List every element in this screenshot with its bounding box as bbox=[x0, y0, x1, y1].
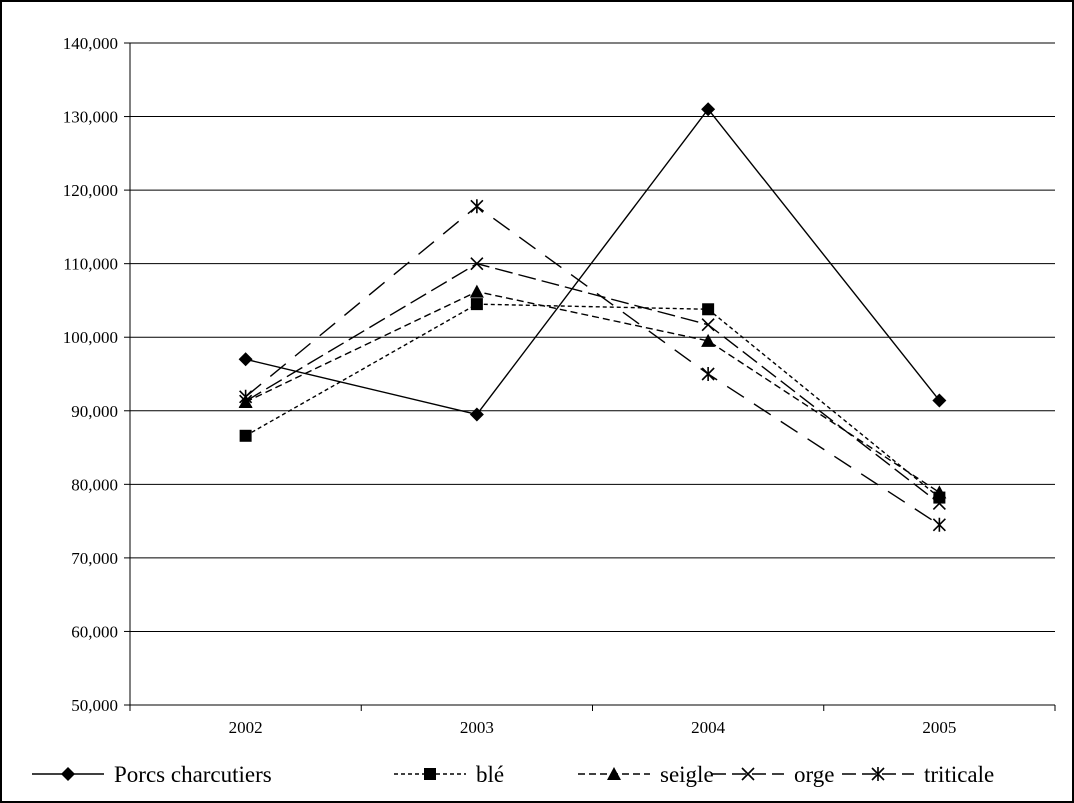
x-tick-label: 2004 bbox=[691, 718, 726, 737]
y-tick-label: 110,000 bbox=[63, 255, 118, 274]
y-axis-ticks: 50,000 60,000 70,000 80,000 90,000 100,000 110… bbox=[63, 34, 130, 715]
y-tick-label: 100,000 bbox=[63, 328, 118, 347]
data-point bbox=[470, 199, 484, 214]
series-line bbox=[245, 262, 940, 505]
series-line bbox=[245, 108, 940, 416]
triangle-marker bbox=[607, 767, 621, 780]
triangle-marker bbox=[932, 485, 947, 499]
diamond-marker bbox=[701, 102, 716, 117]
series-line bbox=[245, 303, 940, 499]
data-point bbox=[701, 102, 716, 117]
legend-entry: orge bbox=[712, 762, 834, 787]
legend-label: triticale bbox=[924, 762, 994, 787]
star-marker bbox=[701, 367, 715, 381]
legend-label: blé bbox=[476, 762, 504, 787]
y-tick-label: 60,000 bbox=[71, 622, 118, 641]
legend-entry: Porcs charcutiers bbox=[32, 762, 272, 787]
legend-label: orge bbox=[794, 762, 834, 787]
triangle-marker bbox=[701, 333, 716, 347]
data-point bbox=[932, 496, 946, 511]
axes bbox=[129, 43, 1055, 706]
legend-entry: blé bbox=[394, 762, 504, 787]
x-tick-label: 2003 bbox=[460, 718, 494, 737]
square-marker bbox=[702, 303, 715, 316]
square-marker bbox=[470, 298, 483, 311]
y-tick-label: 70,000 bbox=[71, 549, 118, 568]
y-tick-label: 120,000 bbox=[63, 181, 118, 200]
legend: Porcs charcutiers blé seigle orge triticale bbox=[32, 762, 994, 787]
series-layer bbox=[238, 102, 947, 532]
series-line bbox=[245, 290, 940, 494]
star-marker bbox=[470, 199, 484, 214]
data-point bbox=[701, 333, 716, 347]
y-tick-label: 130,000 bbox=[63, 108, 118, 127]
square-marker bbox=[424, 768, 436, 780]
legend-marker bbox=[607, 767, 621, 780]
gridlines bbox=[130, 42, 1055, 632]
series-triticale bbox=[239, 199, 946, 532]
y-tick-label: 50,000 bbox=[71, 696, 118, 715]
diamond-marker bbox=[61, 767, 75, 781]
data-point bbox=[469, 284, 484, 298]
data-point bbox=[932, 393, 947, 408]
legend-label: Porcs charcutiers bbox=[114, 762, 272, 787]
data-point bbox=[470, 298, 483, 311]
y-tick-label: 80,000 bbox=[71, 475, 118, 494]
star-marker bbox=[871, 767, 885, 781]
series-line bbox=[245, 205, 940, 526]
data-point bbox=[701, 367, 715, 381]
data-point bbox=[239, 389, 253, 404]
star-marker bbox=[239, 389, 253, 404]
x-marker bbox=[701, 318, 715, 332]
data-point bbox=[470, 257, 484, 271]
x-tick-label: 2005 bbox=[922, 718, 956, 737]
legend-label: seigle bbox=[660, 762, 714, 787]
x-marker bbox=[741, 767, 755, 781]
triangle-marker bbox=[469, 284, 484, 298]
data-point bbox=[932, 485, 947, 499]
data-point bbox=[238, 352, 253, 367]
diamond-marker bbox=[238, 352, 253, 367]
data-point bbox=[932, 517, 946, 532]
x-axis-ticks: 2002 2003 2004 2005 bbox=[129, 705, 1056, 737]
y-tick-label: 140,000 bbox=[63, 34, 118, 53]
legend-marker bbox=[424, 768, 436, 780]
legend-marker bbox=[61, 767, 75, 781]
diamond-marker bbox=[932, 393, 947, 408]
legend-marker bbox=[741, 767, 755, 781]
data-point bbox=[702, 303, 715, 316]
star-marker bbox=[932, 517, 946, 532]
data-point bbox=[701, 318, 715, 332]
x-tick-label: 2002 bbox=[229, 718, 263, 737]
data-point bbox=[469, 407, 484, 422]
x-marker bbox=[932, 496, 946, 511]
legend-entry: triticale bbox=[842, 762, 994, 787]
y-tick-label: 90,000 bbox=[71, 402, 118, 421]
series-orge bbox=[239, 257, 946, 511]
series-bl- bbox=[239, 298, 946, 504]
series-porcs-charcutiers bbox=[238, 102, 947, 422]
legend-entry: seigle bbox=[578, 762, 714, 787]
data-point bbox=[239, 429, 252, 442]
series-seigle bbox=[238, 284, 947, 499]
diamond-marker bbox=[469, 407, 484, 422]
legend-marker bbox=[871, 767, 885, 781]
square-marker bbox=[239, 429, 252, 442]
x-marker bbox=[470, 257, 484, 271]
